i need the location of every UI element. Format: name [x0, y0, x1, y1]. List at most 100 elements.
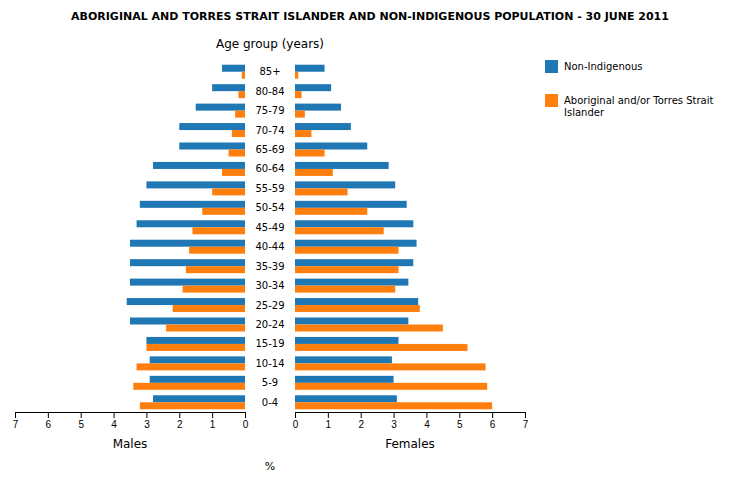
tick-mark [492, 412, 493, 418]
legend-swatch [545, 60, 558, 73]
bar [295, 169, 333, 176]
bar [238, 91, 245, 98]
bar [295, 188, 348, 195]
category-label: 10-14 [255, 358, 284, 369]
bar [295, 220, 413, 227]
bar [137, 363, 245, 370]
category-label: 5-9 [262, 377, 278, 388]
legend-item: Non-Indigenous [545, 60, 642, 73]
category-label: 75-79 [255, 105, 284, 116]
tick-label: 0 [293, 419, 299, 430]
tick-label: 4 [424, 419, 430, 430]
tick-label: 5 [78, 419, 84, 430]
tick-label: 6 [46, 419, 52, 430]
axis-title: Females [385, 437, 435, 451]
bar [179, 123, 245, 130]
bar [196, 104, 245, 111]
tick-mark [328, 412, 329, 418]
bar [295, 286, 395, 293]
bar [295, 111, 305, 118]
x-axis: 01234567 [293, 412, 529, 430]
legend-label: Non-Indigenous [564, 61, 642, 72]
category-label: 20-24 [255, 319, 284, 330]
bar [186, 266, 245, 273]
bar [295, 344, 468, 351]
bar [229, 150, 245, 157]
bars [295, 65, 492, 410]
tick: 7 [13, 412, 19, 430]
bar [173, 305, 245, 312]
category-label: 65-69 [255, 144, 284, 155]
bar [166, 325, 245, 332]
category-label: 80-84 [255, 86, 284, 97]
legend-item: Aboriginal and/or Torres StraitIslander [545, 94, 714, 118]
tick: 3 [144, 412, 150, 430]
axis-line [296, 413, 526, 419]
bar [146, 181, 245, 188]
category-labels: 0-45-910-1415-1920-2425-2930-3435-3940-4… [255, 66, 284, 408]
tick-label: 7 [13, 419, 19, 430]
legend-label-line: Islander [564, 107, 605, 118]
legend-label-line: Non-Indigenous [564, 61, 642, 72]
tick: 2 [177, 412, 183, 430]
bar [295, 150, 325, 157]
tick: 5 [457, 412, 463, 430]
category-label: 45-49 [255, 222, 284, 233]
bar [295, 65, 325, 72]
bar [295, 208, 367, 215]
bars [127, 65, 245, 410]
bar [146, 344, 245, 351]
bar [295, 279, 408, 286]
tick-label: 2 [177, 419, 183, 430]
bar [127, 298, 245, 305]
bar [130, 318, 245, 325]
tick-mark [15, 412, 16, 418]
bar [130, 240, 245, 247]
tick: 7 [523, 412, 529, 430]
bar [295, 104, 341, 111]
bar [295, 395, 397, 402]
tick: 5 [78, 412, 84, 430]
tick-mark [146, 412, 147, 418]
bar [295, 298, 418, 305]
bar [140, 201, 245, 208]
category-label: 60-64 [255, 163, 284, 174]
bar [242, 72, 245, 79]
tick-label: 3 [144, 419, 150, 430]
tick-label: 0 [243, 419, 249, 430]
tick: 6 [490, 412, 496, 430]
tick: 4 [111, 412, 117, 430]
tick-mark [361, 412, 362, 418]
tick: 6 [46, 412, 52, 430]
tick-mark [525, 412, 526, 418]
category-label: 35-39 [255, 261, 284, 272]
category-label: 25-29 [255, 300, 284, 311]
bar [295, 201, 407, 208]
bar [153, 162, 245, 169]
tick: 1 [326, 412, 332, 430]
bar [295, 305, 420, 312]
bar [130, 259, 245, 266]
bar [212, 84, 245, 91]
category-label: 55-59 [255, 183, 284, 194]
tick-label: 3 [391, 419, 397, 430]
bar [137, 220, 245, 227]
bar [222, 169, 245, 176]
tick-mark [48, 412, 49, 418]
bar [295, 227, 384, 234]
tick-label: 1 [326, 419, 332, 430]
bar [295, 266, 399, 273]
tick-mark [426, 412, 427, 418]
bar [295, 130, 311, 137]
legend-swatch [545, 94, 558, 107]
bar [295, 91, 302, 98]
category-label: 70-74 [255, 125, 284, 136]
bar [295, 72, 298, 79]
axis-title: Males [113, 437, 148, 451]
chart: ABORIGINAL AND TORRES STRAIT ISLANDER AN… [0, 0, 740, 484]
tick-label: 6 [490, 419, 496, 430]
bar [130, 279, 245, 286]
tick: 0 [293, 412, 299, 430]
tick-label: 4 [111, 419, 117, 430]
bar [179, 143, 245, 150]
